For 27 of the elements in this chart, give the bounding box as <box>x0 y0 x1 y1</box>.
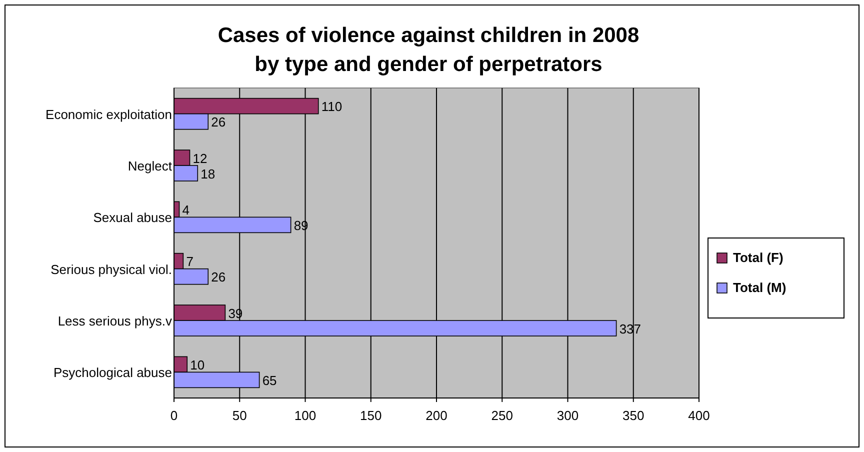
x-tick-label: 200 <box>426 408 448 423</box>
data-label: 18 <box>200 166 216 182</box>
data-label: 110 <box>321 99 342 114</box>
data-label: 26 <box>211 114 226 130</box>
y-tick-label: Neglect <box>128 158 172 174</box>
x-tick-label: 400 <box>688 408 710 423</box>
data-label: 26 <box>211 270 226 285</box>
data-label: 7 <box>186 254 194 270</box>
x-tick-label: 300 <box>556 408 579 423</box>
data-label: 12 <box>192 150 208 166</box>
y-tick-label: Psychological abuse <box>53 365 172 380</box>
y-tick-label: Economic exploitation <box>46 106 172 122</box>
data-label: 4 <box>182 202 190 218</box>
x-tick-label: 0 <box>170 408 178 423</box>
legend-label: Total (F) <box>733 250 784 265</box>
x-tick-label: 50 <box>232 408 247 423</box>
x-tick-label: 150 <box>360 408 382 423</box>
x-tick-label: 250 <box>491 408 513 423</box>
x-tick-label: 350 <box>622 408 644 423</box>
legend-label: Total (M) <box>733 280 786 295</box>
data-label: 65 <box>262 372 277 388</box>
y-tick-label: Serious physical viol. <box>50 262 172 277</box>
y-tick-label: Less serious phys.v <box>58 314 172 328</box>
data-label: 10 <box>190 357 205 372</box>
chart-title: Cases of violence against children in 2008 by type and gender of perpetrators <box>218 24 640 76</box>
y-tick-label: Sexual abuse <box>93 210 172 226</box>
x-tick-label: 100 <box>294 408 316 423</box>
